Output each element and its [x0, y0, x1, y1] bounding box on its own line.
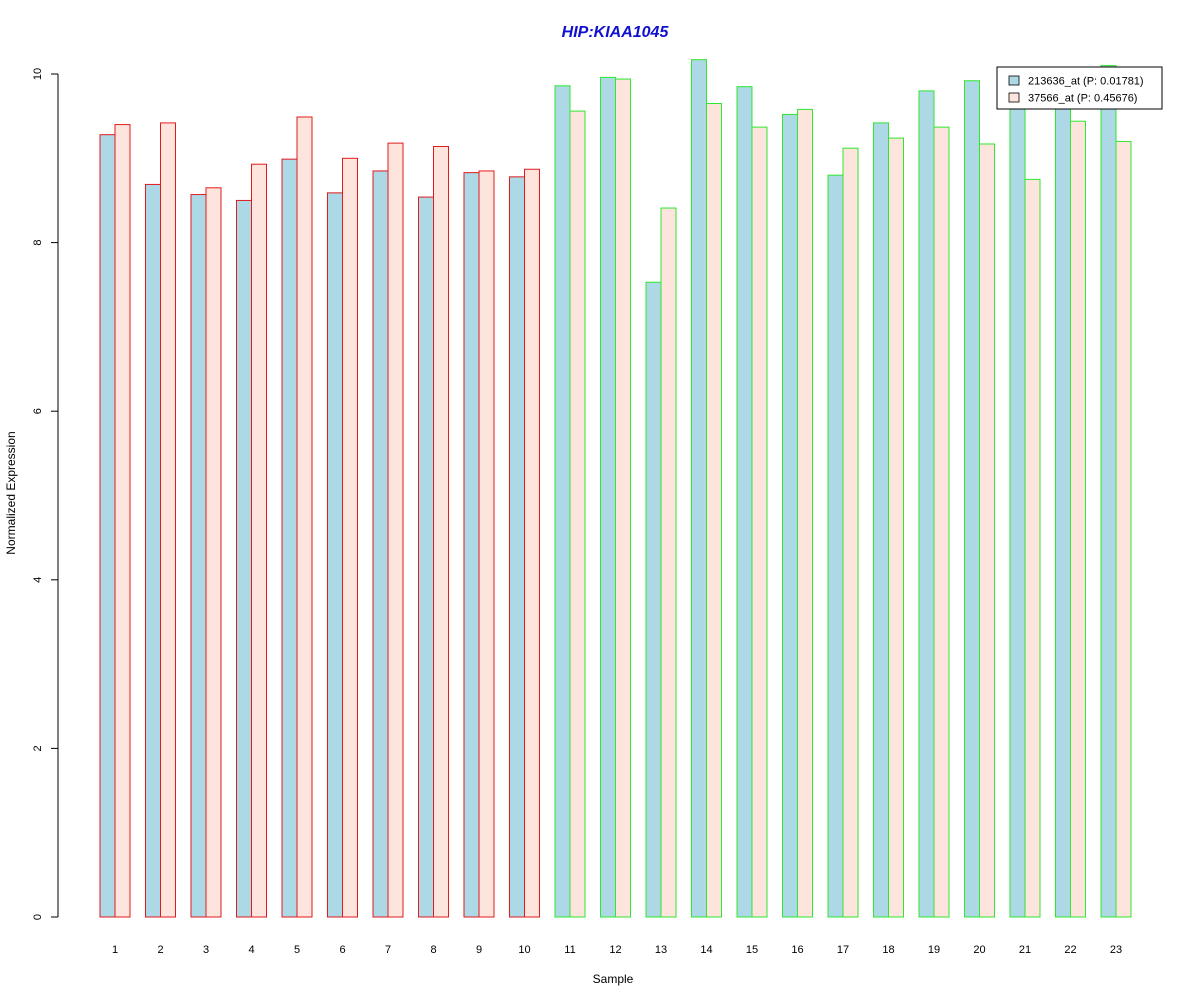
bar-series1-sample-18: [873, 122, 889, 918]
x-tick-label: 9: [476, 944, 482, 956]
x-tick-label: 8: [430, 944, 436, 956]
bar-series2-sample-16: [797, 108, 813, 918]
bar-series2-sample-15: [751, 126, 768, 918]
bar-series2-sample-10: [524, 168, 540, 918]
bar-series1-sample-20: [964, 80, 980, 918]
y-tick-label: 2: [32, 745, 44, 751]
bar-series1-sample-2: [145, 183, 161, 918]
bar-series2-sample-9: [478, 170, 495, 918]
x-tick-label: 13: [655, 944, 667, 956]
legend-label: 213636_at (P: 0.01781): [1028, 76, 1144, 88]
x-tick-label: 17: [837, 944, 849, 956]
bar-series2-sample-11: [569, 110, 586, 918]
x-tick-label: 11: [564, 944, 575, 956]
bar-series2-sample-19: [933, 126, 950, 918]
bar-series1-sample-6: [327, 192, 343, 918]
legend-swatch: [1008, 92, 1020, 103]
bar-series2-sample-3: [205, 187, 222, 918]
bar-series2-sample-20: [979, 143, 995, 918]
bar-series1-sample-3: [190, 194, 207, 918]
bar-series2-sample-14: [706, 103, 722, 918]
x-tick-label: 20: [973, 944, 985, 956]
bar-series1-sample-4: [236, 199, 252, 918]
bar-series1-sample-12: [600, 76, 616, 918]
x-tick-label: 21: [1019, 944, 1031, 956]
bar-series2-sample-12: [615, 78, 631, 918]
bar-series2-sample-6: [342, 157, 358, 918]
bar-series2-sample-2: [160, 122, 176, 918]
bar-series1-sample-17: [827, 174, 844, 918]
x-axis-label: Sample: [593, 972, 634, 986]
bar-series2-sample-1: [114, 124, 131, 918]
x-tick-labels: 1 2 3 4 5 6 7 8 9 10 11 12 13 14 15 16 17 18 19 20 21 22 23: [112, 944, 1122, 956]
bar-series1-sample-15: [736, 86, 753, 918]
x-tick-label: 19: [928, 944, 940, 956]
y-tick-label: 10: [32, 68, 44, 80]
bar-series2-sample-4: [251, 163, 267, 918]
legend-box: [996, 66, 1163, 110]
x-tick-label: 6: [339, 944, 345, 956]
x-tick-label: 15: [746, 944, 758, 956]
bar-series2-sample-5: [296, 116, 313, 918]
bar-series1-sample-22: [1055, 104, 1071, 918]
bar-series1-sample-14: [691, 59, 707, 918]
x-tick-label: 16: [791, 944, 803, 956]
bar-series1-sample-16: [782, 113, 798, 918]
bar-series2-sample-18: [888, 137, 904, 918]
x-tick-label: 5: [294, 944, 300, 956]
x-tick-label: 1: [112, 944, 118, 956]
bar-series2-sample-8: [433, 145, 449, 918]
x-tick-label: 14: [700, 944, 712, 956]
x-tick-label: 22: [1064, 944, 1076, 956]
bar-series1-sample-9: [463, 172, 480, 918]
x-tick-label: 18: [882, 944, 894, 956]
x-tick-label: 12: [609, 944, 621, 956]
bar-series2-sample-21: [1024, 178, 1041, 918]
bar-series2-sample-22: [1070, 120, 1086, 918]
y-tick-label: 6: [32, 408, 44, 414]
bar-series1-sample-7: [372, 170, 389, 918]
legend: 213636_at (P: 0.01781) 37566_at (P: 0.456…: [996, 66, 1163, 110]
bar-series2-sample-23: [1115, 140, 1132, 918]
legend-swatch: [1008, 75, 1020, 86]
x-tick-label: 23: [1110, 944, 1122, 956]
bar-series1-sample-23: [1100, 65, 1117, 918]
y-tick-label: 4: [32, 577, 44, 583]
y-axis: 0 2 4 6 8 10: [32, 68, 59, 920]
bar-series1-sample-8: [418, 196, 434, 918]
bar-series1-sample-5: [281, 158, 298, 918]
legend-label: 37566_at (P: 0.45676): [1028, 93, 1137, 105]
x-tick-label: 4: [248, 944, 254, 956]
chart-title: HIP:KIAA1045: [562, 24, 670, 41]
y-tick-label: 0: [32, 914, 44, 920]
x-tick-label: 2: [157, 944, 163, 956]
bar-series1-sample-11: [554, 85, 571, 918]
bar-series1-sample-10: [509, 176, 525, 918]
bar-series1-sample-13: [645, 281, 662, 918]
x-tick-label: 3: [203, 944, 209, 956]
bar-series2-sample-7: [387, 142, 404, 918]
bar-series1-sample-21: [1009, 105, 1026, 918]
bar-series2-sample-13: [660, 207, 677, 918]
x-tick-label: 7: [385, 944, 391, 956]
bars-group: [99, 59, 1132, 918]
bar-series1-sample-19: [918, 90, 935, 918]
bar-series1-sample-1: [99, 134, 116, 918]
x-tick-label: 10: [518, 944, 530, 956]
y-axis-label: Normalized Expression: [4, 431, 18, 554]
y-tick-label: 8: [32, 240, 44, 246]
bar-series2-sample-17: [842, 147, 859, 918]
